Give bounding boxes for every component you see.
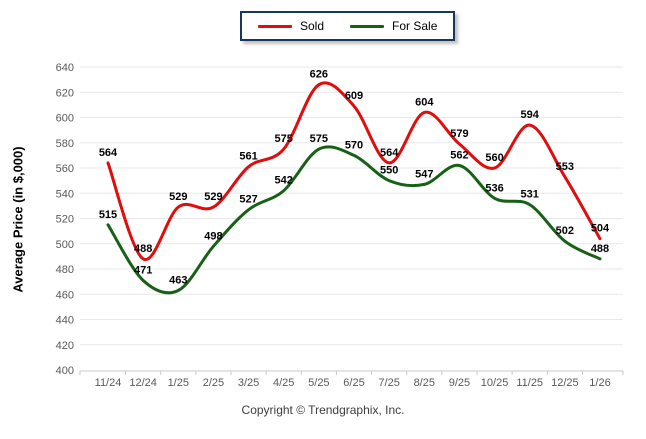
data-label-for-sale: 471 — [134, 264, 152, 276]
data-label-for-sale: 502 — [556, 225, 574, 237]
y-tick-label: 440 — [56, 315, 74, 327]
y-axis-title: Average Price (in $,000) — [10, 146, 26, 293]
data-label-for-sale: 550 — [380, 165, 398, 177]
for-sale-line-swatch-icon — [350, 24, 385, 28]
x-tick-label: 7/25 — [378, 377, 399, 389]
data-label-sold: 488 — [134, 243, 152, 255]
data-label-for-sale: 463 — [169, 274, 187, 286]
x-tick-label: 12/24 — [129, 377, 157, 389]
x-tick-label: 1/26 — [589, 377, 610, 389]
y-tick-label: 400 — [56, 365, 74, 377]
legend-label-sold: Sold — [300, 19, 325, 33]
x-tick-label: 4/25 — [273, 377, 294, 389]
data-label-sold: 579 — [450, 128, 468, 140]
data-label-for-sale: 527 — [239, 194, 257, 206]
data-label-sold: 626 — [310, 69, 328, 81]
y-tick-label: 640 — [56, 62, 74, 74]
y-tick-label: 540 — [56, 188, 74, 200]
x-tick-label: 10/25 — [481, 377, 509, 389]
data-label-sold: 504 — [591, 223, 610, 235]
x-tick-label: 5/25 — [308, 377, 329, 389]
data-label-sold: 604 — [415, 96, 434, 108]
y-tick-label: 500 — [56, 239, 74, 251]
chart-legend: Sold For Sale — [240, 11, 456, 41]
x-tick-label: 6/25 — [343, 377, 364, 389]
x-tick-label: 2/25 — [203, 377, 224, 389]
x-tick-label: 8/25 — [414, 377, 435, 389]
data-label-for-sale: 542 — [275, 175, 293, 187]
data-label-for-sale: 536 — [485, 182, 503, 194]
x-tick-label: 9/25 — [449, 377, 470, 389]
data-label-sold: 560 — [485, 152, 503, 164]
data-label-for-sale: 570 — [345, 139, 363, 151]
data-label-for-sale: 562 — [450, 149, 468, 161]
sold-line-swatch-icon — [258, 24, 292, 28]
y-tick-label: 600 — [56, 113, 74, 125]
y-tick-label: 480 — [56, 264, 74, 276]
data-label-sold: 529 — [204, 191, 222, 203]
legend-item-for-sale: For Sale — [350, 19, 437, 33]
copyright-text: Copyright © Trendgraphix, Inc. — [241, 403, 405, 417]
x-tick-label: 1/25 — [168, 377, 189, 389]
data-label-sold: 553 — [556, 161, 574, 173]
x-tick-label: 12/25 — [551, 377, 579, 389]
data-label-sold: 529 — [169, 191, 187, 203]
y-tick-label: 520 — [56, 214, 74, 226]
legend-item-sold: Sold — [258, 19, 324, 33]
y-tick-label: 580 — [56, 138, 74, 150]
y-tick-label: 560 — [56, 163, 74, 175]
y-tick-label: 420 — [56, 340, 74, 352]
data-label-sold: 561 — [239, 151, 257, 163]
data-label-sold: 564 — [380, 147, 399, 159]
data-label-sold: 609 — [345, 90, 363, 102]
data-label-sold: 594 — [521, 109, 540, 121]
data-label-for-sale: 498 — [204, 230, 222, 242]
data-label-for-sale: 531 — [521, 189, 539, 201]
data-label-for-sale: 575 — [310, 133, 328, 145]
data-label-sold: 564 — [99, 147, 118, 159]
x-tick-label: 3/25 — [238, 377, 259, 389]
x-tick-label: 11/24 — [95, 377, 122, 389]
x-tick-label: 11/25 — [516, 377, 543, 389]
series-line-for-sale — [106, 145, 602, 295]
legend-label-for-sale: For Sale — [392, 19, 438, 33]
series-line-sold — [106, 81, 602, 261]
data-label-sold: 575 — [275, 133, 293, 145]
data-label-for-sale: 515 — [99, 209, 117, 221]
data-label-for-sale: 547 — [415, 168, 433, 180]
y-tick-label: 460 — [56, 289, 74, 301]
y-tick-label: 620 — [56, 87, 74, 99]
data-label-for-sale: 488 — [591, 243, 609, 255]
